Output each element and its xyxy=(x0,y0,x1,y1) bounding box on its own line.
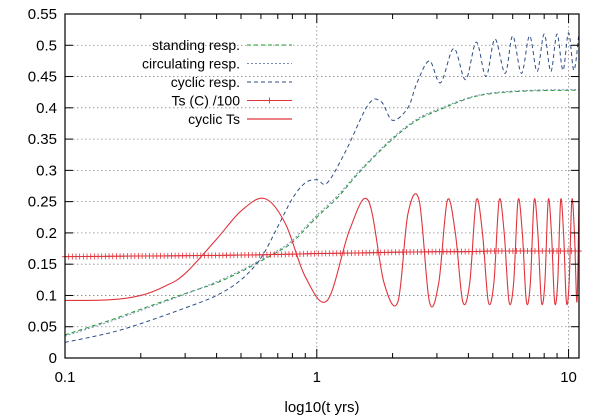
legend-marker-3 xyxy=(266,97,273,104)
legend-label-2: cyclic resp. xyxy=(171,74,240,90)
series-line-2 xyxy=(64,32,580,343)
x-tick-label: 10 xyxy=(560,369,577,386)
y-tick-label: 0.1 xyxy=(36,287,57,304)
y-tick-label: 0.45 xyxy=(28,69,57,86)
x-axis-title: log10(t yrs) xyxy=(284,399,359,416)
y-tick-label: 0.4 xyxy=(36,100,57,117)
y-tick-label: 0.25 xyxy=(28,194,57,211)
legend-label-0: standing resp. xyxy=(152,37,240,53)
legend-label-3: Ts (C) /100 xyxy=(172,93,241,109)
legend: standing resp. circulating resp. cyclic re… xyxy=(142,37,292,127)
y-tick-label: 0.3 xyxy=(36,162,57,179)
series-line-0 xyxy=(64,89,580,336)
plot-frame xyxy=(64,13,580,359)
y-tick-label: 0.05 xyxy=(28,319,57,336)
gridlines xyxy=(65,14,579,358)
axes xyxy=(64,13,580,359)
series-line-1 xyxy=(64,89,580,337)
y-tick-label: 0.2 xyxy=(36,225,57,242)
series-line-4 xyxy=(64,193,580,308)
series-layer xyxy=(62,32,582,343)
x-tick-label: 1 xyxy=(313,369,321,386)
legend-label-4: cyclic Ts xyxy=(188,111,240,127)
tick-labels: 0 0.05 0.1 0.15 0.2 0.25 0.3 0.35 0.4 0.45 0.5 0.55… xyxy=(28,6,577,386)
y-tick-label: 0 xyxy=(49,350,57,367)
y-tick-label: 0.35 xyxy=(28,131,57,148)
legend-label-1: circulating resp. xyxy=(142,56,240,72)
x-tick-label: 0.1 xyxy=(55,369,76,386)
y-tick-label: 0.55 xyxy=(28,6,57,23)
y-tick-label: 0.5 xyxy=(36,37,57,54)
y-tick-label: 0.15 xyxy=(28,256,57,273)
